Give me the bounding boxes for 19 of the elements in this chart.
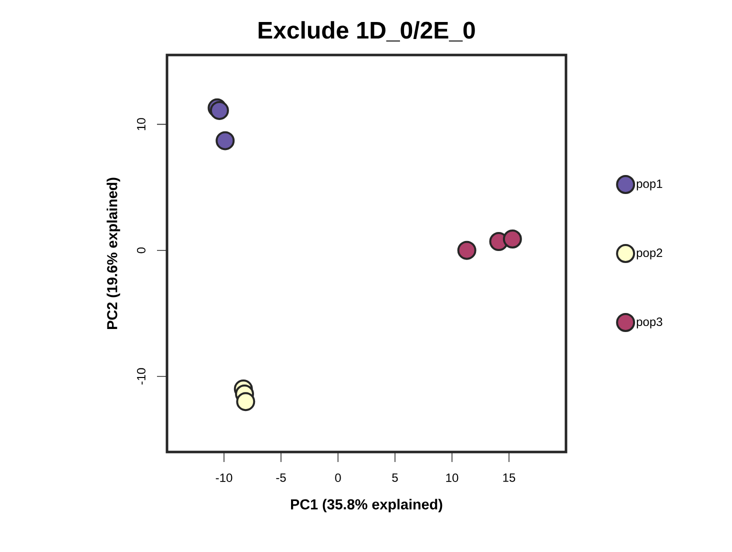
x-tick-label: 15 xyxy=(503,474,516,482)
point xyxy=(236,392,256,412)
x-tick-label: -10 xyxy=(216,474,232,482)
chart-title: Exclude 1D_0/2E_0 xyxy=(258,21,475,42)
y-tick-label: 0 xyxy=(136,247,146,254)
point xyxy=(457,240,476,260)
point xyxy=(502,230,522,248)
x-tick-label: -5 xyxy=(276,474,286,482)
x-axis-title: PC1 (35.8% explained) xyxy=(291,498,442,512)
legend-label: pop2 xyxy=(636,248,662,260)
legend-label: pop1 xyxy=(636,180,662,190)
y-axis-title: PC2 (19.6% explained) xyxy=(106,178,120,329)
point xyxy=(216,131,235,150)
x-tick-label: 5 xyxy=(392,474,398,482)
y-tick-label: 10 xyxy=(136,118,146,130)
x-tick-label: 0 xyxy=(335,474,341,482)
legend-label: pop3 xyxy=(636,318,662,328)
y-tick-label: -10 xyxy=(136,368,146,385)
x-tick-label: 10 xyxy=(446,474,458,482)
